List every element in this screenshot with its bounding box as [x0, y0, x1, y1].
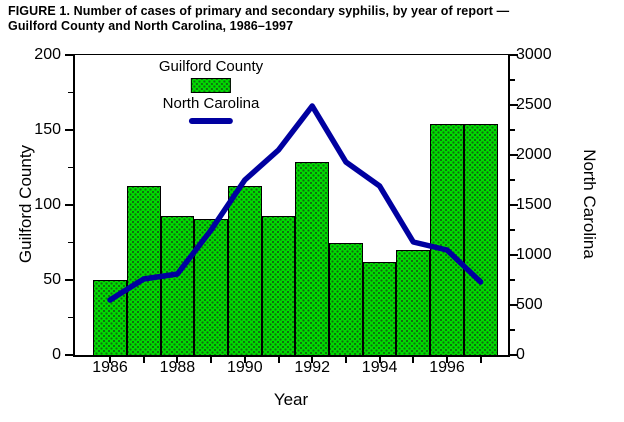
bar-1988: [160, 215, 195, 355]
chart-title: FIGURE 1. Number of cases of primary and…: [8, 4, 614, 34]
x-axis-tick: [311, 357, 314, 363]
x-axis-tick: [412, 357, 415, 363]
right-axis-tick: [510, 79, 515, 81]
right-axis-tick-label: 2500: [516, 96, 552, 113]
bar-1995: [396, 250, 431, 355]
x-axis-tick-label: 1992: [294, 359, 330, 376]
right-axis-label: North Carolina: [580, 149, 599, 259]
left-axis-tick: [65, 279, 73, 281]
chart-title-line1: FIGURE 1. Number of cases of primary and…: [8, 4, 510, 18]
plot-area: 0 50 100 150 200 0 500 1000 1500 2000 2500 3000 1986…: [34, 46, 551, 376]
right-axis-tick: [510, 129, 515, 131]
right-axis-tick: [510, 304, 518, 306]
legend: Guilford County North Carolina: [159, 58, 263, 126]
bar-series: [75, 55, 508, 355]
bar-1990: [227, 185, 262, 355]
x-axis-tick: [142, 357, 145, 363]
line-series: [107, 103, 484, 303]
x-axis-tick-label: 1986: [92, 359, 128, 376]
right-axis-tick-label: 2000: [516, 146, 552, 163]
left-axis-tick: [65, 129, 73, 131]
left-axis-tick: [65, 54, 73, 56]
right-axis-tick: [510, 204, 518, 206]
x-axis-label: Year: [273, 390, 309, 409]
left-axis-tick-label: 150: [34, 121, 61, 138]
right-axis-tick: [510, 354, 518, 356]
legend-label-north-carolina: North Carolina: [162, 95, 260, 112]
right-axis-tick: [510, 179, 515, 181]
left-axis-tick: [65, 354, 73, 356]
left-axis-tick: [68, 241, 73, 243]
right-axis-tick: [510, 229, 515, 231]
bar-1994: [362, 262, 397, 355]
right-axis-tick-label: 1000: [516, 246, 552, 263]
right-axis-tick-label: 1500: [516, 196, 552, 213]
x-axis-tick: [378, 357, 381, 363]
x-axis-tick-label: 1988: [159, 359, 196, 376]
x-axis-tick: [479, 357, 482, 363]
legend-label-guilford: Guilford County: [158, 58, 264, 75]
x-axis-tick: [446, 357, 448, 363]
bar-1987: [126, 185, 161, 355]
north-carolina-line: [107, 103, 484, 303]
right-axis-tick: [510, 254, 518, 256]
right-axis-tick: [510, 154, 518, 156]
x-axis-tick: [176, 357, 179, 363]
legend-line-swatch-icon: [189, 118, 233, 124]
x-axis-tick: [109, 357, 111, 363]
left-axis-tick: [68, 166, 73, 168]
left-axis-tick-label: 50: [43, 271, 61, 288]
right-axis-tick: [510, 54, 518, 56]
left-axis-tick: [68, 316, 73, 318]
x-axis-tick-label: 1990: [227, 359, 263, 376]
x-axis-tick: [210, 357, 213, 363]
chart-title-line2: Guilford County and North Carolina, 1986…: [8, 19, 294, 33]
right-axis-tick: [510, 104, 518, 106]
x-axis-tick: [277, 357, 280, 363]
right-axis-tick-label: 500: [516, 296, 543, 313]
right-axis-tick: [510, 279, 515, 281]
bar-1997: [463, 124, 498, 355]
x-axis-tick-label: 1996: [429, 359, 465, 376]
x-axis-tick: [243, 357, 246, 363]
left-axis-tick: [68, 91, 73, 93]
bar-1993: [329, 242, 363, 355]
right-axis-tick: [510, 329, 515, 331]
bar-1991: [261, 215, 296, 355]
x-axis-tick-label: 1994: [361, 359, 398, 376]
right-axis-tick-label: 3000: [516, 46, 552, 63]
x-axis-tick: [344, 357, 347, 363]
left-axis-tick-label: 200: [34, 46, 61, 63]
bar-1992: [295, 161, 330, 355]
legend-bar-swatch-icon: [191, 78, 231, 93]
right-axis-tick-label: 0: [516, 346, 525, 363]
left-axis-tick: [65, 204, 73, 206]
left-axis-tick-label: 0: [52, 346, 61, 363]
bar-1996: [430, 124, 464, 355]
left-axis-tick-label: 100: [34, 196, 61, 213]
